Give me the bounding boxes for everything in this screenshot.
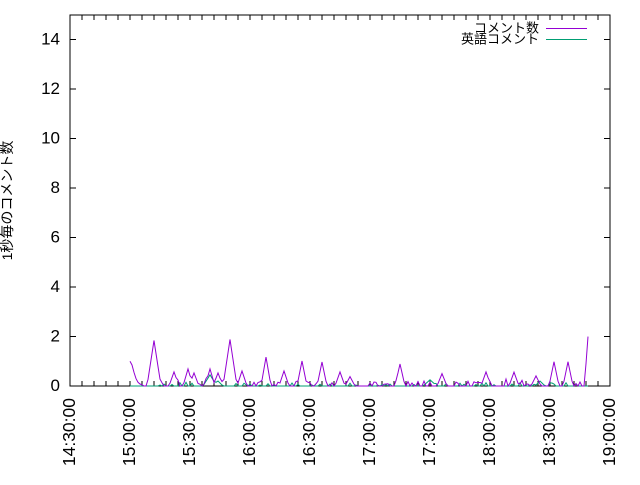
- svg-text:14: 14: [41, 30, 60, 49]
- svg-text:0: 0: [51, 376, 60, 395]
- svg-text:10: 10: [41, 129, 60, 148]
- svg-text:19:00:00: 19:00:00: [599, 398, 619, 466]
- svg-text:4: 4: [51, 277, 60, 296]
- svg-text:14:30:00: 14:30:00: [59, 398, 79, 466]
- svg-text:15:30:00: 15:30:00: [179, 398, 199, 466]
- svg-text:17:00:00: 17:00:00: [359, 398, 379, 466]
- svg-text:6: 6: [51, 228, 60, 247]
- svg-text:18:00:00: 18:00:00: [479, 398, 499, 466]
- svg-text:16:30:00: 16:30:00: [299, 398, 319, 466]
- svg-text:1秒毎のコメント数: 1秒毎のコメント数: [0, 141, 15, 261]
- svg-text:8: 8: [51, 178, 60, 197]
- svg-text:18:30:00: 18:30:00: [539, 398, 559, 466]
- svg-text:17:30:00: 17:30:00: [419, 398, 439, 466]
- svg-text:12: 12: [41, 79, 60, 98]
- svg-text:2: 2: [51, 327, 60, 346]
- svg-text:英語コメント: 英語コメント: [461, 32, 539, 47]
- svg-text:15:00:00: 15:00:00: [119, 398, 139, 466]
- svg-text:16:00:00: 16:00:00: [239, 398, 259, 466]
